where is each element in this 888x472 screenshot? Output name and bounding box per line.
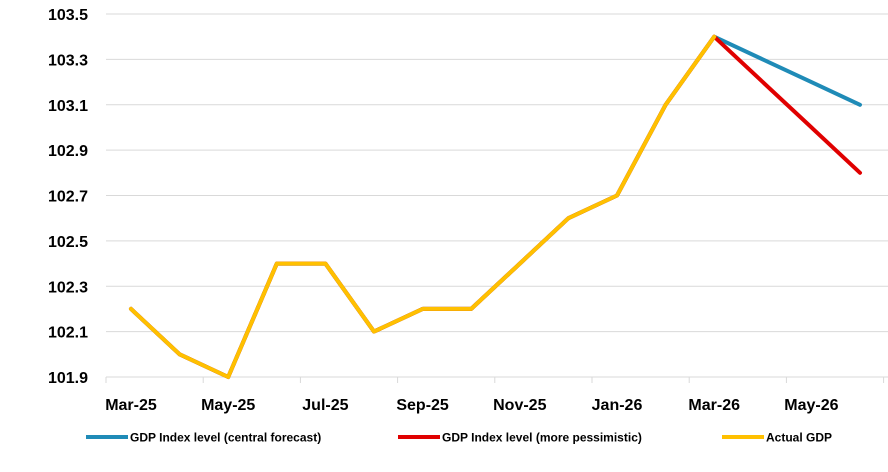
series-lines	[129, 34, 862, 379]
y-tick-label: 103.1	[48, 98, 88, 115]
axes	[105, 376, 888, 383]
x-tick-label: Sep-25	[396, 397, 449, 414]
y-tick-label: 102.3	[48, 279, 88, 296]
x-axis-tick-labels: Mar-25 May-25 Jul-25 Sep-25 Nov-25 Jan-26 Mar-…	[105, 397, 838, 414]
y-tick-label: 102.7	[48, 189, 88, 206]
legend: GDP Index level (central forecast) GDP In…	[86, 431, 832, 445]
legend-label: GDP Index level (more pessimistic)	[442, 431, 642, 445]
y-tick-label: 103.3	[48, 52, 88, 69]
x-tick-label: Jan-26	[592, 397, 643, 414]
x-tick-label: Mar-25	[105, 397, 157, 414]
y-tick-label: 103.5	[48, 7, 88, 24]
x-tick-label: Jul-25	[302, 397, 348, 414]
legend-label: GDP Index level (central forecast)	[130, 431, 321, 445]
y-tick-label: 102.1	[48, 325, 88, 342]
x-tick-label: May-26	[784, 397, 838, 414]
y-tick-label: 101.9	[48, 370, 88, 387]
x-tick-label: May-25	[201, 397, 255, 414]
y-tick-label: 102.5	[48, 234, 88, 251]
series-line-1	[129, 34, 862, 379]
y-axis-tick-labels: 101.9 102.1 102.3 102.5 102.7 102.9 103.1 103.3…	[48, 7, 88, 387]
series-line-2	[129, 34, 862, 379]
legend-label: Actual GDP	[766, 431, 832, 445]
y-tick-label: 102.9	[48, 143, 88, 160]
x-tick-label: Mar-26	[688, 397, 740, 414]
x-tick-label: Nov-25	[493, 397, 546, 414]
gridlines	[106, 13, 888, 333]
series-line-3	[129, 34, 717, 379]
